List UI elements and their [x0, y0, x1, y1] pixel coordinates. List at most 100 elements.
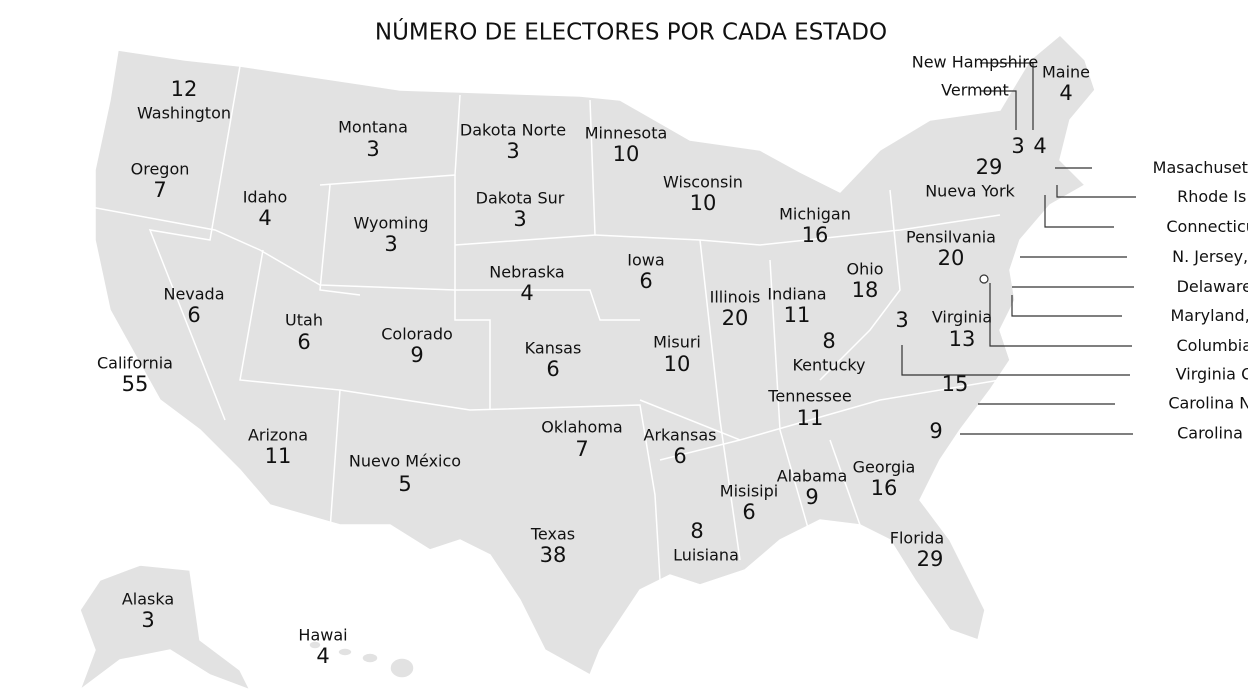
- state-electors: 29: [917, 547, 944, 571]
- callout-lines: [901, 62, 1136, 435]
- state-name: Wisconsin: [663, 173, 743, 192]
- state-electors: 20: [722, 306, 749, 330]
- callout-label: Connecticut,7: [1166, 214, 1248, 238]
- state-electors: 6: [639, 269, 652, 293]
- state-name: Connecticut,: [1166, 217, 1248, 236]
- state-electors: 10: [690, 191, 717, 215]
- state-electors: 55: [122, 372, 149, 396]
- state-electors: 4: [520, 281, 533, 305]
- state-electors: 7: [575, 437, 588, 461]
- state-name: Misisipi: [720, 482, 778, 501]
- state-electors: 6: [673, 444, 686, 468]
- callout-label: Columbia,3: [1177, 333, 1248, 357]
- state-name: Nuevo México: [349, 452, 461, 471]
- state-electors: 11: [797, 406, 824, 430]
- state-name: Arkansas: [644, 426, 717, 445]
- state-name: Arizona: [248, 426, 308, 445]
- state-name: Vermont: [941, 81, 1009, 100]
- state-electors: 9: [805, 485, 818, 509]
- state-name: Kentucky: [792, 356, 865, 375]
- state-name: New Hampshire: [912, 53, 1039, 72]
- state-name: Rhode Is.,: [1177, 187, 1248, 206]
- state-name: Oregon: [131, 160, 190, 179]
- state-name: Pensilvania: [906, 228, 996, 247]
- state-electors: 16: [871, 476, 898, 500]
- state-electors: 3: [141, 608, 154, 632]
- callout-label: Rhode Is.,4: [1177, 184, 1248, 208]
- state-electors: 3: [384, 232, 397, 256]
- state-electors: 4: [1033, 134, 1046, 158]
- state-name: Nevada: [163, 285, 224, 304]
- state-name: Utah: [285, 311, 323, 330]
- state-name: Indiana: [767, 285, 826, 304]
- state-electors: 10: [664, 352, 691, 376]
- alaska-shape: [78, 564, 252, 693]
- state-electors: 3: [513, 207, 526, 231]
- state-name: California: [97, 354, 173, 373]
- state-electors: 18: [852, 278, 879, 302]
- state-electors: 11: [265, 444, 292, 468]
- callout-label: N. Jersey,14: [1172, 244, 1248, 268]
- state-name: Delaware,: [1177, 277, 1248, 296]
- state-electors: 6: [297, 330, 310, 354]
- state-name: Masachusetts,: [1153, 158, 1248, 177]
- usa-landmass: [94, 33, 1096, 677]
- state-name: Carolina Sur: [1177, 424, 1248, 443]
- state-electors: 6: [187, 303, 200, 327]
- state-name: Ohio: [847, 260, 884, 279]
- state-electors: 11: [784, 303, 811, 327]
- state-name: Dakota Norte: [460, 121, 566, 140]
- state-name: Colorado: [381, 325, 453, 344]
- state-electors: 16: [802, 223, 829, 247]
- state-electors: 7: [153, 178, 166, 202]
- callout-label: Masachusetts,11: [1153, 155, 1248, 179]
- state-name: Oklahoma: [541, 418, 622, 437]
- state-name: Tennessee: [767, 387, 851, 406]
- state-electors: 6: [742, 500, 755, 524]
- state-electors: 4: [1059, 81, 1072, 105]
- state-electors: 3: [1011, 134, 1024, 158]
- state-electors: 6: [546, 357, 559, 381]
- state-name: N. Jersey,: [1172, 247, 1248, 266]
- state-name: Virginia: [932, 308, 992, 327]
- state-electors: 12: [171, 77, 198, 101]
- callout-label: Maryland,10: [1170, 303, 1248, 327]
- state-name: Nebraska: [489, 263, 564, 282]
- state-name: Carolina Norte: [1168, 394, 1248, 413]
- state-name: Columbia,: [1177, 336, 1248, 355]
- state-electors: 20: [938, 246, 965, 270]
- state-electors: 38: [540, 543, 567, 567]
- state-name: Illinois: [710, 288, 761, 307]
- state-name: Georgia: [853, 458, 916, 477]
- state-electors: 3: [506, 139, 519, 163]
- state-name: Dakota Sur: [476, 189, 565, 208]
- state-name: Idaho: [243, 188, 288, 207]
- state-name: Texas: [530, 525, 575, 544]
- callout-label: Delaware,3: [1177, 274, 1248, 298]
- state-electors: 9: [929, 419, 942, 443]
- state-name: Nueva York: [925, 182, 1015, 201]
- state-name: Minnesota: [585, 124, 668, 143]
- state-name: Misuri: [653, 333, 701, 352]
- state-electors: 15: [942, 372, 969, 396]
- state-name: Washington: [137, 104, 231, 123]
- state-borders: [79, 65, 1001, 581]
- state-electors: 13: [949, 327, 976, 351]
- state-electors: 8: [822, 329, 835, 353]
- state-name: Maine: [1042, 63, 1090, 82]
- state-electors: 9: [410, 343, 423, 367]
- state-name: Florida: [890, 529, 944, 548]
- state-electors: 4: [316, 644, 329, 668]
- state-name: Maryland,: [1170, 306, 1248, 325]
- state-electors: 29: [976, 155, 1003, 179]
- state-electors: 3: [366, 137, 379, 161]
- state-name: Hawai: [298, 626, 347, 645]
- state-name: Alabama: [777, 467, 848, 486]
- state-electors: 10: [613, 142, 640, 166]
- state-name: Wyoming: [353, 214, 428, 233]
- state-name: Iowa: [627, 251, 664, 270]
- map-title: NÚMERO DE ELECTORES POR CADA ESTADO: [375, 18, 887, 46]
- state-name: Michigan: [779, 205, 851, 224]
- state-electors: 3: [895, 308, 908, 332]
